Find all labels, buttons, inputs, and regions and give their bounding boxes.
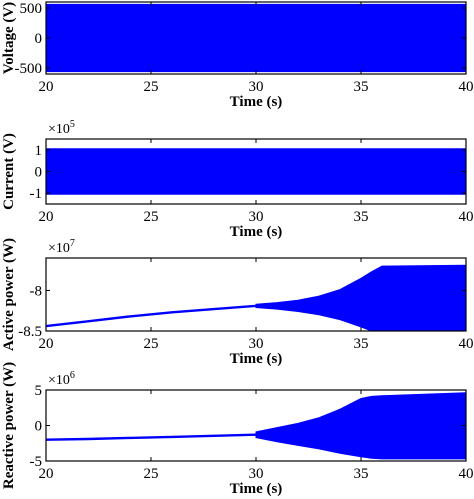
y-tick-label: -8.5	[18, 324, 42, 340]
signal-envelope	[255, 392, 466, 460]
y-tick-label: 500	[20, 1, 43, 17]
y-axis-label: Current (V)	[1, 133, 17, 210]
y-axis-label: Reactive power (W)	[1, 362, 17, 489]
y-axis-label: Active power (W)	[1, 238, 17, 351]
x-axis-label: Time (s)	[230, 351, 283, 367]
x-tick-label: 30	[249, 209, 264, 225]
x-tick-label: 25	[144, 466, 159, 482]
panel-voltage: 20 25 30 35 40 500 0 -500 Time (s) Voltage (V)	[1, 1, 474, 110]
x-axis-label: Time (s)	[230, 224, 283, 240]
x-tick-label: 35	[354, 79, 369, 95]
x-axis-label: Time (s)	[230, 481, 283, 497]
panel-reactive-power: 20 25 30 35 40 5 0 -5 Time (s) Reactive power (W)…	[1, 362, 474, 497]
x-tick-label: 40	[459, 336, 474, 352]
panel-current: 20 25 30 35 40 1 0 -1 Time (s) Current (V) ×105	[1, 119, 474, 240]
signal-envelope	[46, 148, 466, 195]
signal-envelope	[255, 264, 466, 331]
y-tick-label: -1	[30, 186, 43, 202]
y-axis-label: Voltage (V)	[1, 2, 17, 74]
x-tick-label: 20	[39, 466, 54, 482]
x-tick-label: 35	[354, 336, 369, 352]
plot-area	[46, 3, 466, 73]
y-tick-label: 5	[35, 383, 43, 399]
x-tick-label: 20	[39, 209, 54, 225]
x-tick-label: 25	[144, 79, 159, 95]
y-tick-label: 0	[35, 419, 43, 435]
x-tick-label: 25	[144, 209, 159, 225]
axis-multiplier: ×105	[48, 119, 75, 137]
plot-area	[46, 392, 466, 460]
x-tick-label: 30	[249, 466, 264, 482]
x-axis-label: Time (s)	[230, 94, 283, 110]
y-tick-label: 0	[35, 165, 43, 181]
y-tick-label: 0	[35, 31, 43, 47]
x-tick-label: 40	[459, 466, 474, 482]
x-tick-label: 40	[459, 79, 474, 95]
axis-multiplier: ×106	[48, 370, 75, 388]
signal-envelope	[46, 3, 466, 73]
x-tick-label: 40	[459, 209, 474, 225]
axis-multiplier: ×107	[48, 238, 75, 256]
plot-area	[46, 264, 466, 331]
x-tick-label: 25	[144, 336, 159, 352]
y-tick-label: 1	[35, 143, 43, 159]
x-tick-label: 35	[354, 466, 369, 482]
x-tick-label: 20	[39, 79, 54, 95]
signal-trend-line	[46, 433, 257, 441]
plot-area	[46, 148, 466, 195]
x-tick-label: 30	[249, 79, 264, 95]
x-tick-label: 30	[249, 336, 264, 352]
signal-trend-line	[46, 304, 257, 328]
x-tick-label: 35	[354, 209, 369, 225]
y-tick-label: -8	[30, 283, 43, 299]
x-tick-label: 20	[39, 336, 54, 352]
y-tick-label: -5	[30, 454, 43, 470]
y-tick-label: -500	[15, 61, 43, 77]
panel-active-power: 20 25 30 35 40 -8 -8.5 Time (s) Active power (W)…	[1, 238, 474, 367]
